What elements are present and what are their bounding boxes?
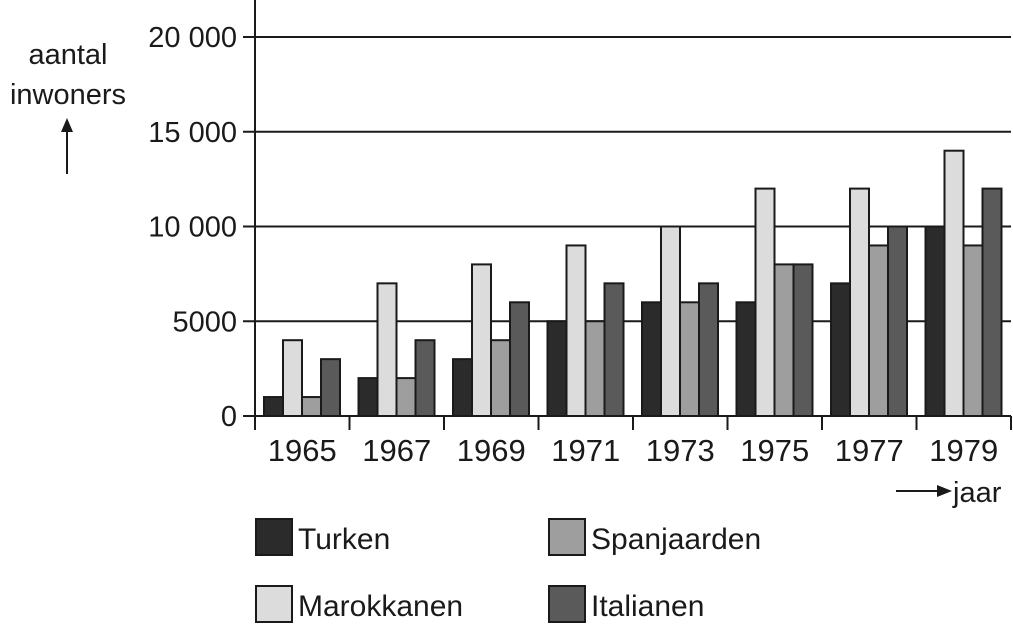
bar-spanjaarden-1975 xyxy=(773,263,795,417)
y-tick-label: 20 000 xyxy=(148,22,237,54)
bar-turken-1979 xyxy=(924,225,946,417)
legend-swatch-turken xyxy=(255,518,293,556)
bar-marokkanen-1967 xyxy=(376,282,398,417)
x-axis-label: jaar xyxy=(952,477,1002,509)
bar-spanjaarden-1979 xyxy=(962,244,984,417)
bar-italianen-1977 xyxy=(887,225,908,417)
y-axis-label-line-2: inwoners xyxy=(10,79,126,111)
legend-swatch-italianen xyxy=(548,585,586,623)
bar-turken-1971 xyxy=(546,320,568,417)
bar-turken-1973 xyxy=(641,301,662,417)
bar-marokkanen-1975 xyxy=(754,187,776,417)
x-tick-label: 1977 xyxy=(835,433,904,468)
legend-label-marokkanen: Marokkanen xyxy=(298,590,463,623)
bar-italianen-1969 xyxy=(509,301,530,417)
x-tick-label: 1979 xyxy=(929,433,998,468)
bar-italianen-1973 xyxy=(698,282,719,417)
bar-spanjaarden-1977 xyxy=(868,244,889,417)
bar-marokkanen-1973 xyxy=(660,225,681,417)
x-tick-label: 1965 xyxy=(268,433,337,468)
bar-spanjaarden-1965 xyxy=(301,396,322,417)
legend-label-turken: Turken xyxy=(298,523,390,556)
x-tick-label: 1973 xyxy=(646,433,715,468)
x-tick-label: 1969 xyxy=(457,433,526,468)
bar-marokkanen-1977 xyxy=(849,187,870,417)
bar-italianen-1965 xyxy=(320,358,341,417)
y-tick-labels: 0 5000 10 000 15 000 20 000 xyxy=(148,22,237,433)
legend-swatch-marokkanen xyxy=(255,585,293,623)
bar-marokkanen-1971 xyxy=(565,244,587,417)
bar-turken-1965 xyxy=(263,396,284,417)
y-axis-arrow-icon xyxy=(61,118,73,174)
bar-spanjaarden-1969 xyxy=(490,339,511,418)
y-tick-label: 10 000 xyxy=(148,212,237,244)
legend-label-spanjaarden: Spanjaarden xyxy=(591,523,761,556)
bars xyxy=(263,149,1003,418)
x-tick-label: 1975 xyxy=(740,433,809,468)
bar-italianen-1971 xyxy=(603,282,625,417)
bar-italianen-1975 xyxy=(792,263,814,417)
bar-turken-1975 xyxy=(735,301,757,417)
bar-turken-1969 xyxy=(452,358,473,417)
x-axis-arrow-icon xyxy=(896,485,952,497)
bar-marokkanen-1965 xyxy=(282,339,303,418)
bar-turken-1967 xyxy=(357,377,379,418)
x-tick-labels: 1965 1967 1969 1971 1973 1975 1977 1979 xyxy=(254,416,1012,468)
x-tick-label: 1967 xyxy=(362,433,431,468)
y-tick-label: 15 000 xyxy=(148,117,237,149)
bar-spanjaarden-1967 xyxy=(395,377,417,418)
bar-spanjaarden-1973 xyxy=(679,301,700,417)
x-tick-label: 1971 xyxy=(551,433,620,468)
bar-spanjaarden-1971 xyxy=(584,320,606,417)
y-tick-label: 5000 xyxy=(172,306,237,338)
legend-swatch-spanjaarden xyxy=(548,518,586,556)
bar-turken-1977 xyxy=(830,282,851,417)
y-tick-label: 0 xyxy=(221,401,237,433)
bar-marokkanen-1969 xyxy=(471,263,492,417)
legend: Turken Spanjaarden Marokkanen Italianen xyxy=(255,518,761,623)
y-axis-label-line-1: aantal xyxy=(28,39,107,71)
legend-label-italianen: Italianen xyxy=(591,590,704,623)
bar-italianen-1967 xyxy=(414,339,436,418)
bar-italianen-1979 xyxy=(981,187,1003,417)
bar-marokkanen-1979 xyxy=(943,149,965,417)
